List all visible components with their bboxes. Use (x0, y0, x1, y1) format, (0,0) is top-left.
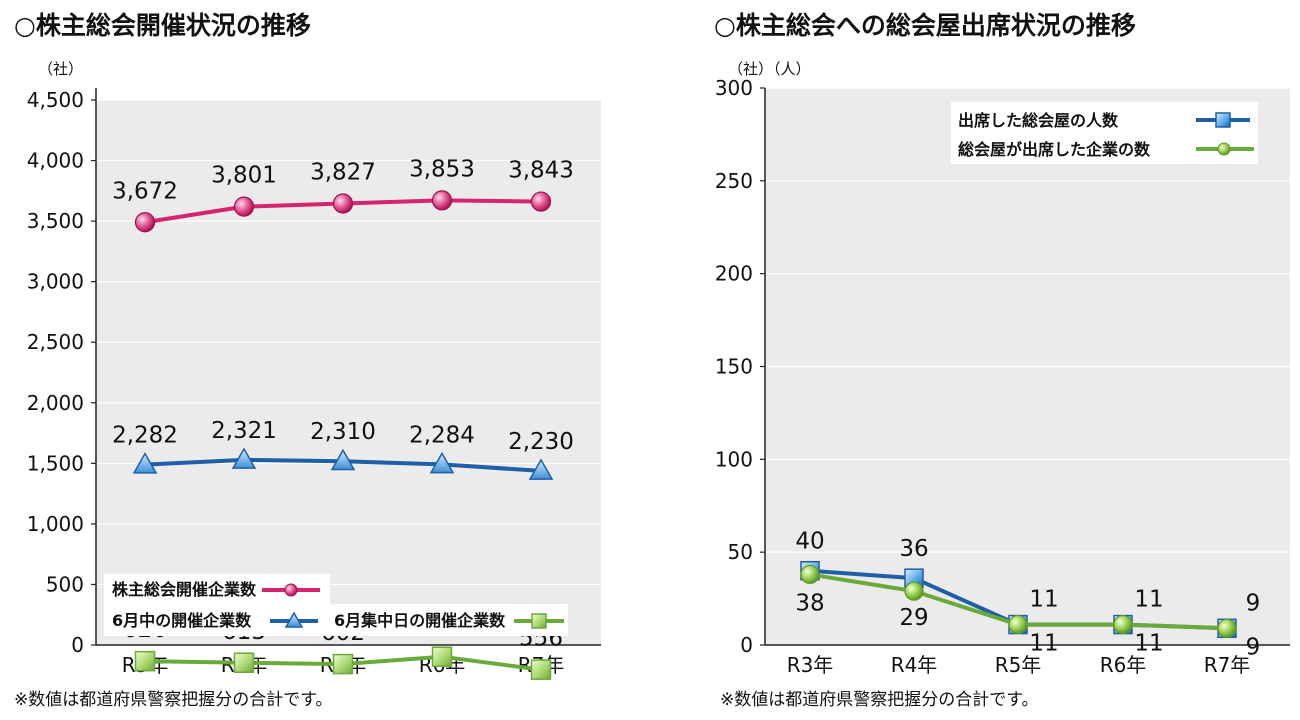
y-tick-label: 250 (715, 169, 753, 193)
chart-1-legend-box-2 (104, 604, 568, 636)
x-tick-label: R3年 (787, 653, 834, 677)
y-tick-label: 1,500 (27, 451, 84, 475)
data-point-circle (1113, 614, 1133, 635)
data-label: 9 (1246, 590, 1261, 616)
data-label: 38 (795, 590, 824, 616)
chart-2-y-ticks: 0 50 100 150 200 250 300 (715, 76, 765, 657)
y-tick-label: 3,000 (27, 270, 84, 294)
data-label: 40 (795, 529, 824, 555)
y-tick-label: 50 (728, 540, 753, 564)
y-tick-label: 500 (46, 572, 84, 596)
data-point-circle (332, 193, 354, 214)
data-label: 11 (1134, 587, 1163, 613)
x-tick-label: R4年 (891, 653, 938, 677)
data-point-triangle (330, 448, 356, 471)
data-point-triangle (231, 447, 257, 469)
data-point-triangle (429, 451, 455, 474)
x-tick-label: R7年 (1204, 653, 1251, 677)
data-label: 3,827 (310, 160, 376, 186)
data-point-circle (134, 212, 156, 233)
data-label: 2,310 (310, 419, 376, 445)
y-tick-label: 4,000 (27, 149, 84, 173)
y-tick-label: 3,500 (27, 209, 84, 233)
x-tick-label: R6年 (1100, 653, 1147, 677)
data-label: 3,801 (211, 163, 277, 189)
data-label: 2,284 (409, 422, 475, 448)
y-tick-label: 0 (740, 633, 753, 657)
data-point-square (530, 659, 552, 680)
chart-2: ○株主総会への総会屋出席状況の推移 （社）（人） 0 50 100 150 200 250… (714, 11, 1290, 710)
data-point-square (431, 646, 453, 667)
chart-2-unit: （社）（人） (728, 60, 811, 78)
y-tick-label: 2,000 (27, 391, 84, 415)
chart-2-legend: 出席した総会屋の人数 総会屋が出席した企業の数 (951, 102, 1258, 164)
data-point-square (233, 652, 255, 674)
chart-2-legend-marker-1 (1215, 112, 1231, 128)
chart-2-footnote: ※数値は都道府県警察把握分の合計です。 (720, 690, 1039, 710)
data-point-circle (800, 564, 820, 585)
data-point-circle (1217, 618, 1237, 638)
data-label: 11 (1029, 587, 1058, 613)
data-label: 11 (1134, 631, 1163, 657)
y-tick-label: 200 (715, 262, 753, 286)
data-point-triangle (132, 452, 158, 474)
data-label: 2,321 (211, 418, 277, 444)
data-label: 2,282 (112, 423, 178, 449)
chart-1-footnote: ※数値は都道府県警察把握分の合計です。 (14, 690, 333, 710)
chart-1-legend-label-3: 6月集中日の開催企業数 (334, 611, 506, 630)
data-label: 3,672 (112, 178, 178, 204)
y-tick-label: 300 (715, 76, 753, 100)
y-tick-label: 150 (715, 355, 753, 379)
data-point-circle (530, 191, 552, 212)
data-label: 2,230 (508, 429, 574, 455)
data-label: 11 (1029, 631, 1058, 657)
y-tick-label: 100 (715, 447, 753, 471)
data-label: 29 (899, 605, 928, 631)
chart-2-gridlines (765, 87, 1290, 553)
chart-1-legend-label-1: 株主総会開催企業数 (112, 580, 257, 599)
data-point-circle (233, 196, 255, 217)
data-label: 9 (1246, 634, 1261, 660)
chart-2-legend-label-1: 出席した総会屋の人数 (958, 111, 1119, 130)
chart-1-plot-area (96, 100, 601, 645)
y-tick-label: 0 (71, 633, 84, 657)
chart-2-title: ○株主総会への総会屋出席状況の推移 (714, 11, 1136, 40)
data-label: 3,843 (508, 158, 574, 184)
data-point-triangle (528, 458, 554, 480)
chart-1-legend-label-2: 6月中の開催企業数 (112, 611, 252, 630)
data-point-circle (1008, 614, 1028, 635)
y-tick-label: 1,000 (27, 512, 84, 536)
chart-2-data-labels: 40 36 11 11 9 38 29 11 11 9 (795, 529, 1260, 661)
y-tick-label: 4,500 (27, 88, 84, 112)
chart-2-series (800, 560, 1237, 639)
chart-1-series (132, 190, 554, 680)
data-label: 36 (899, 536, 928, 562)
x-tick-label: R5年 (995, 653, 1042, 677)
chart-1-title: ○株主総会開催状況の推移 (14, 11, 311, 40)
chart-2-x-ticks: R3年 R4年 R5年 R6年 R7年 (787, 653, 1251, 677)
data-point-circle (431, 190, 453, 211)
data-label: 3,853 (409, 156, 475, 182)
chart-1-y-ticks: 0 500 1,000 1,500 2,000 2,500 3,000 3,500 4,000 4… (27, 88, 96, 657)
chart-1-legend-marker-1 (284, 583, 298, 597)
data-point-circle (904, 581, 924, 601)
chart-1-unit: （社） (38, 60, 83, 78)
chart-1-legend: 株主総会開催企業数 6月中の開催企業数 6月集中日の開催企業数 (104, 574, 568, 636)
chart-2-legend-label-2: 総会屋が出席した企業の数 (958, 140, 1151, 159)
y-tick-label: 2,500 (27, 330, 84, 354)
data-point-square (134, 650, 156, 672)
chart-2-legend-box (951, 102, 1258, 164)
chart-2-legend-marker-2 (1217, 142, 1231, 156)
chart-1-legend-marker-2 (284, 611, 304, 628)
chart-1-legend-marker-3 (531, 613, 547, 629)
data-point-square (332, 653, 354, 675)
chart-1: ○株主総会開催状況の推移 （社） 0 500 1,000 1,500 2,000 2,50… (14, 11, 601, 710)
